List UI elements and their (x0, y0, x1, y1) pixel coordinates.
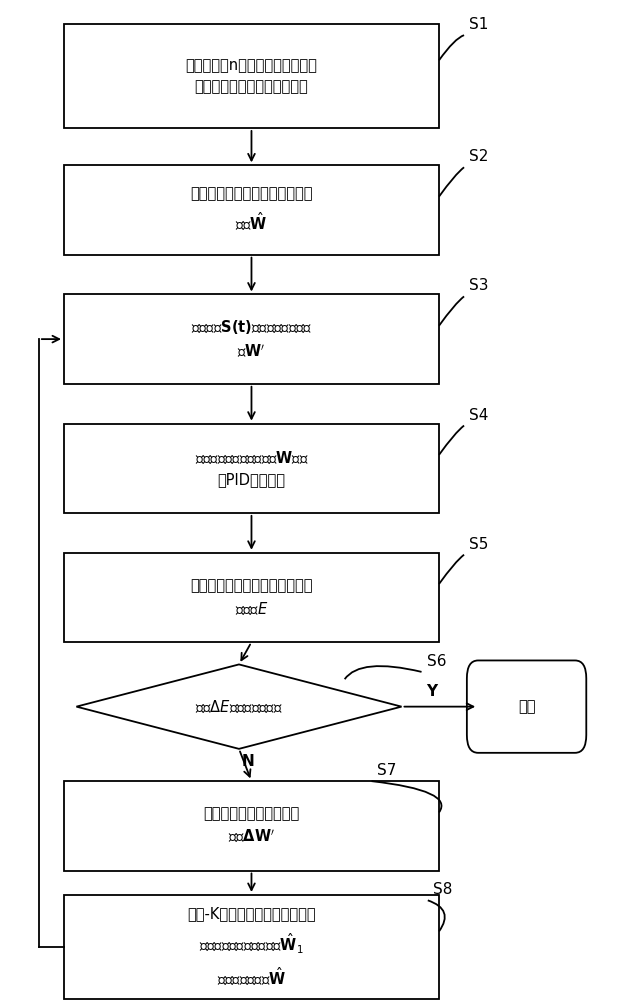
Text: 初始化（估计）占空比，并构成
向量$\hat{\mathbf{W}}$: 初始化（估计）占空比，并构成 向量$\hat{\mathbf{W}}$ (190, 186, 313, 234)
Text: S3: S3 (469, 278, 489, 293)
Text: 根据梯度法迭代公式产生
变量$\mathbf{\Delta W'}$: 根据梯度法迭代公式产生 变量$\mathbf{\Delta W'}$ (203, 806, 300, 846)
FancyBboxPatch shape (467, 660, 587, 753)
Text: 归一化后，得到输入向量$\mathbf{W}$，用
于PID闭环控制: 归一化后，得到输入向量$\mathbf{W}$，用 于PID闭环控制 (195, 449, 308, 487)
Text: S8: S8 (433, 882, 452, 897)
Text: 划分灯具为n组，安装一个光传感
器用于采集照度控制区域照度: 划分灯具为n组，安装一个光传感 器用于采集照度控制区域照度 (185, 58, 317, 94)
Text: Y: Y (426, 684, 438, 699)
Text: 差值$\Delta E$小于设定阈值？: 差值$\Delta E$小于设定阈值？ (195, 698, 283, 715)
Text: N: N (242, 754, 255, 769)
FancyBboxPatch shape (64, 895, 439, 999)
FancyBboxPatch shape (64, 553, 439, 642)
Text: 经过扰动$\mathbf{S(t)}$的作用产生输入向
量$\mathbf{W'}$: 经过扰动$\mathbf{S(t)}$的作用产生输入向 量$\mathbf{W'… (191, 318, 312, 360)
Text: S2: S2 (469, 149, 489, 164)
FancyBboxPatch shape (64, 165, 439, 255)
Text: S1: S1 (469, 17, 489, 32)
Text: S4: S4 (469, 408, 489, 423)
Text: S7: S7 (377, 763, 396, 778)
FancyBboxPatch shape (64, 781, 439, 871)
Text: S5: S5 (469, 537, 489, 552)
FancyBboxPatch shape (64, 424, 439, 513)
Polygon shape (77, 664, 401, 749)
Text: 结束: 结束 (518, 699, 535, 714)
Text: 乘以-K（常系数）后积分，得到
下一个估计迭代点即向量$\hat{\mathbf{W}}_1$
并作为输入向量$\hat{\mathbf{W}}$: 乘以-K（常系数）后积分，得到 下一个估计迭代点即向量$\hat{\mathbf… (187, 906, 316, 988)
Text: 计算总能耗值，并滤波，得到总
能耗值$E$: 计算总能耗值，并滤波，得到总 能耗值$E$ (190, 578, 313, 617)
FancyBboxPatch shape (64, 24, 439, 128)
Text: S6: S6 (426, 654, 446, 669)
FancyBboxPatch shape (64, 294, 439, 384)
